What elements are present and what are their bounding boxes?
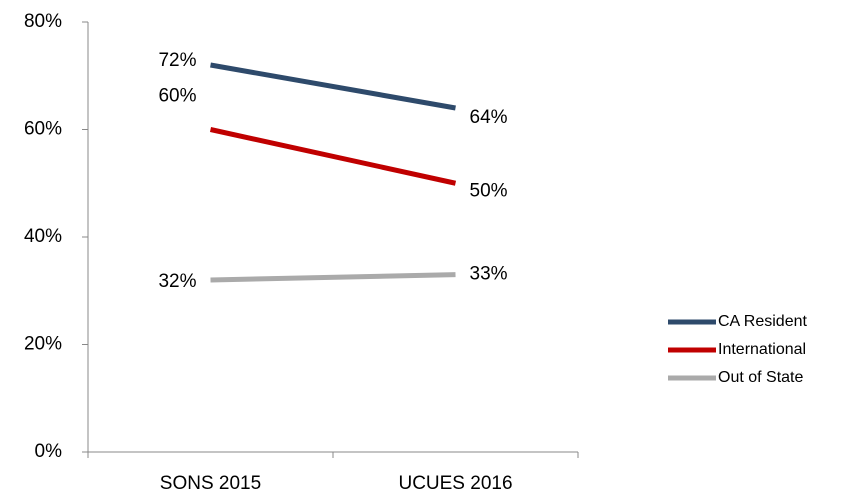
data-label: 32% (158, 271, 196, 292)
line-series (209, 127, 457, 186)
y-tick-label: 40% (24, 226, 62, 247)
y-tick-label: 60% (24, 119, 62, 140)
data-label: 72% (158, 50, 196, 71)
line-series (210, 272, 456, 283)
legend-label: Out of State (718, 369, 803, 386)
data-label: 33% (470, 264, 508, 285)
legend: CA Resident International Out of State (668, 313, 807, 386)
x-tick-label: SONS 2015 (160, 473, 261, 494)
line-series (210, 62, 456, 111)
data-label: 60% (158, 86, 196, 107)
legend-label: International (718, 341, 806, 358)
y-tick-label: 80% (24, 11, 62, 32)
x-tick-label: UCUES 2016 (398, 473, 512, 494)
y-tick-label: 0% (35, 441, 63, 462)
y-tick-label: 20% (24, 334, 62, 355)
data-label: 64% (470, 107, 508, 128)
legend-label: CA Resident (718, 313, 807, 330)
data-label: 50% (470, 180, 508, 201)
